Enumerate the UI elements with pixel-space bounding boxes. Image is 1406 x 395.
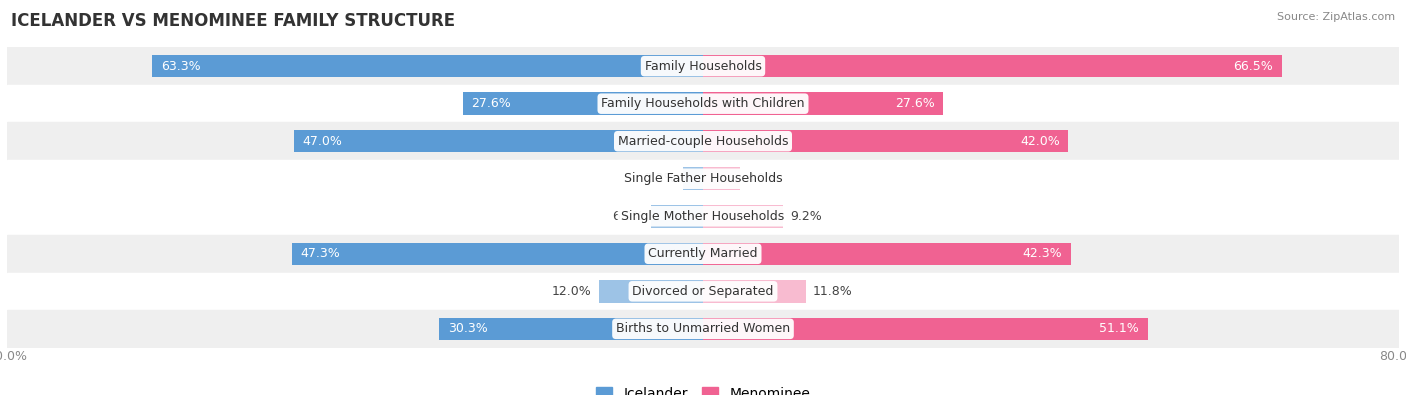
Bar [7, 198, 1399, 235]
Text: Family Households with Children: Family Households with Children [602, 97, 804, 110]
Bar [703, 318, 1147, 340]
Text: Family Households: Family Households [644, 60, 762, 73]
Text: 66.5%: 66.5% [1233, 60, 1272, 73]
Bar [7, 47, 1399, 85]
Text: 42.3%: 42.3% [1022, 247, 1063, 260]
Text: Single Mother Households: Single Mother Households [621, 210, 785, 223]
Text: 63.3%: 63.3% [162, 60, 201, 73]
Text: 4.2%: 4.2% [747, 172, 779, 185]
Bar [7, 310, 1399, 348]
Text: 11.8%: 11.8% [813, 285, 852, 298]
Bar [703, 243, 1071, 265]
Text: Divorced or Separated: Divorced or Separated [633, 285, 773, 298]
Text: Single Father Households: Single Father Households [624, 172, 782, 185]
Text: Source: ZipAtlas.com: Source: ZipAtlas.com [1277, 12, 1395, 22]
Bar [463, 92, 703, 115]
Bar [651, 205, 703, 228]
Text: Births to Unmarried Women: Births to Unmarried Women [616, 322, 790, 335]
Bar [7, 160, 1399, 198]
Text: Married-couple Households: Married-couple Households [617, 135, 789, 148]
Text: 2.3%: 2.3% [644, 172, 676, 185]
Bar [291, 243, 703, 265]
Bar [294, 130, 703, 152]
Bar [7, 85, 1399, 122]
Text: 6.0%: 6.0% [612, 210, 644, 223]
Bar [7, 235, 1399, 273]
Bar [440, 318, 703, 340]
Bar [7, 273, 1399, 310]
Bar [152, 55, 703, 77]
Bar [703, 167, 740, 190]
Text: ICELANDER VS MENOMINEE FAMILY STRUCTURE: ICELANDER VS MENOMINEE FAMILY STRUCTURE [11, 12, 456, 30]
Bar [703, 130, 1069, 152]
Text: 47.0%: 47.0% [302, 135, 343, 148]
Bar [683, 167, 703, 190]
Text: 30.3%: 30.3% [449, 322, 488, 335]
Text: 47.3%: 47.3% [301, 247, 340, 260]
Text: Currently Married: Currently Married [648, 247, 758, 260]
Text: 27.6%: 27.6% [471, 97, 512, 110]
Text: 9.2%: 9.2% [790, 210, 821, 223]
Text: 27.6%: 27.6% [894, 97, 935, 110]
Bar [703, 55, 1281, 77]
Bar [703, 205, 783, 228]
Bar [7, 122, 1399, 160]
Text: 42.0%: 42.0% [1019, 135, 1060, 148]
Bar [599, 280, 703, 303]
Text: 51.1%: 51.1% [1099, 322, 1139, 335]
Legend: Icelander, Menominee: Icelander, Menominee [591, 382, 815, 395]
Bar [703, 280, 806, 303]
Bar [703, 92, 943, 115]
Text: 12.0%: 12.0% [553, 285, 592, 298]
